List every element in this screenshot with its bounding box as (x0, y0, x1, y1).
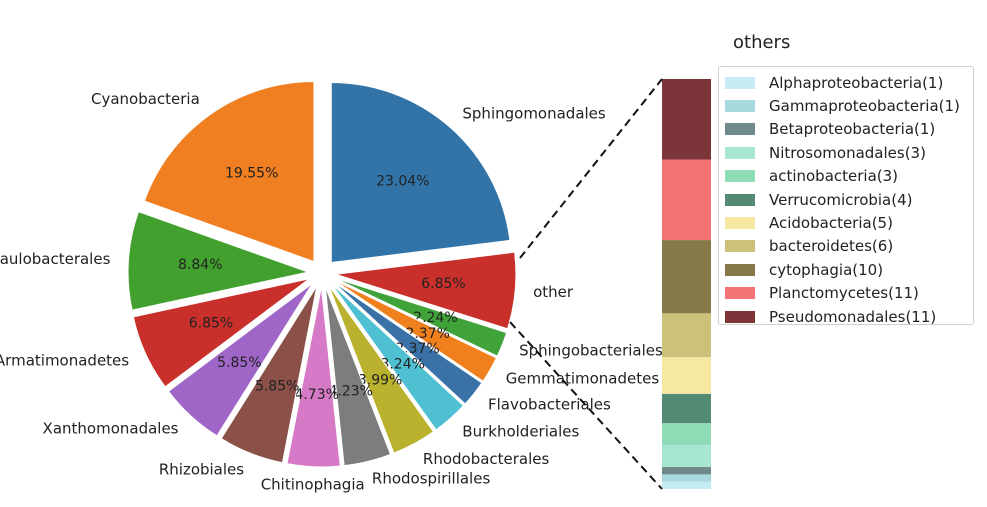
pie-slice-rhodobacterales (328, 285, 435, 454)
bar-segment-acidobacteria-5- (662, 357, 711, 394)
pie-slice-xanthomonadales (167, 282, 313, 437)
bar-segment-planctomycetes-11- (662, 159, 711, 241)
legend-swatch (725, 287, 755, 300)
bar-segment-nitrosomonadales-3- (662, 445, 711, 468)
legend-label: Betaproteobacteria(1) (769, 120, 936, 139)
legend-label: actinobacteria(3) (769, 167, 899, 186)
pie-slice-cyanobacteria (143, 81, 315, 263)
pie-pct-chitinophagia: 4.73% (294, 387, 338, 403)
legend-swatch (725, 100, 755, 113)
legend-label: cytophagia(10) (769, 260, 884, 279)
pie-pct-caulobacterales: 8.84% (178, 257, 222, 273)
legend-swatch (725, 310, 755, 323)
legend-item-actinobacteria-3-: actinobacteria(3) (725, 165, 973, 188)
pie-slice-sphingobacteriales (334, 277, 508, 357)
legend-item-bacteroidetes-6-: bacteroidetes(6) (725, 235, 973, 258)
legend-label: Pseudomonadales(11) (769, 307, 937, 326)
bar-segment-gammaproteobacteria-1- (662, 474, 711, 482)
pie-slice-rhizobiales (220, 285, 318, 464)
bar-segment-pseudomonadales-11- (662, 79, 711, 160)
bar-segment-betaproteobacteria-1- (662, 467, 711, 475)
bar-segment-verrucomicrobia-4- (662, 393, 711, 424)
pie-pct-rhizobiales: 5.85% (255, 379, 299, 395)
pie-label-cyanobacteria: Cyanobacteria (91, 90, 200, 108)
pie-label-gemmatimonadetes: Gemmatimonadetes (506, 369, 660, 387)
pie-slice-caulobacterales (127, 211, 310, 311)
pie-slice-rhodospirillales (324, 286, 392, 467)
legend-label: Alphaproteobacteria(1) (769, 73, 944, 92)
pie-pct-sphingobacteriales: 2.24% (413, 310, 457, 326)
legend-item-betaproteobacteria-1-: Betaproteobacteria(1) (725, 118, 973, 141)
pie-label-chitinophagia: Chitinophagia (261, 475, 365, 493)
legend-item-acidobacteria-5-: Acidobacteria(5) (725, 211, 973, 234)
legend-item-gammaproteobacteria-1-: Gammaproteobacteria(1) (725, 94, 973, 117)
pie-label-caulobacterales: Caulobacterales (0, 250, 111, 268)
pie-pct-other: 6.85% (421, 276, 465, 292)
pie-slice-flavobacteriales (332, 281, 483, 405)
legend-swatch (725, 170, 755, 183)
pie-label-sphingobacteriales: Sphingobacteriales (519, 342, 663, 360)
pie-slice-other (335, 251, 517, 330)
legend-item-cytophagia-10-: cytophagia(10) (725, 258, 973, 281)
pie-slice-gemmatimonadetes (333, 279, 498, 382)
pie-slice-sphingomonadales (330, 82, 511, 264)
legend-swatch (725, 217, 755, 230)
pie-slice-armatimonadetes (132, 278, 310, 388)
stacked-bar-others (662, 79, 711, 489)
connector-lines (509, 78, 663, 490)
legend-item-planctomycetes-11-: Planctomycetes(11) (725, 282, 973, 305)
legend: Alphaproteobacteria(1) Gammaproteobacteri… (718, 66, 974, 328)
legend-swatch (725, 123, 755, 136)
pie-label-rhodospirillales: Rhodospirillales (372, 470, 491, 488)
pie-label-other: other (533, 283, 574, 301)
legend-item-alphaproteobacteria-1-: Alphaproteobacteria(1) (725, 71, 973, 94)
pie-label-rhizobiales: Rhizobiales (159, 461, 244, 479)
pie-label-flavobacteriales: Flavobacteriales (488, 395, 611, 413)
legend-swatch (725, 76, 755, 89)
pie-pct-gemmatimonadetes: 2.37% (405, 326, 449, 342)
bar-segment-alphaproteobacteria-1- (662, 481, 711, 489)
pie-label-rhodobacterales: Rhodobacterales (423, 450, 550, 468)
pie-pct-rhodobacterales: 3.99% (358, 372, 402, 388)
pie-slice-chitinophagia (286, 286, 341, 468)
pie-label-xanthomonadales: Xanthomonadales (43, 420, 179, 438)
legend-item-nitrosomonadales-3-: Nitrosomonadales(3) (725, 141, 973, 164)
legend-label: Nitrosomonadales(3) (769, 143, 926, 162)
pie-pct-burkholderiales: 3.24% (380, 357, 424, 373)
bar-segment-cytophagia-10- (662, 240, 711, 314)
pie-pct-xanthomonadales: 5.85% (217, 355, 261, 371)
legend-label: bacteroidetes(6) (769, 237, 894, 256)
bar-segment-actinobacteria-3- (662, 423, 711, 446)
connector-line-bottom (509, 321, 663, 490)
legend-swatch (725, 240, 755, 253)
legend-label: Acidobacteria(5) (769, 214, 893, 233)
bar-title: others (733, 32, 791, 53)
pie-pct-armatimonadetes: 6.85% (189, 316, 233, 332)
pie-label-sphingomonadales: Sphingomonadales (462, 105, 606, 123)
pie-label-armatimonadetes: Armatimonadetes (0, 352, 129, 370)
pie-pct-rhodospirillales: 4.23% (328, 384, 372, 400)
legend-item-pseudomonadales-11-: Pseudomonadales(11) (725, 305, 973, 328)
pie-pct-sphingomonadales: 23.04% (376, 174, 429, 190)
bar-segment-bacteroidetes-6- (662, 313, 711, 358)
legend-swatch (725, 193, 755, 206)
legend-swatch (725, 263, 755, 276)
legend-label: Verrucomicrobia(4) (769, 190, 913, 209)
pie-slice-burkholderiales (330, 283, 465, 431)
pie-pct-cyanobacteria: 19.55% (225, 165, 278, 181)
pie-chart: 23.04% Sphingomonadales 6.85% other 2.24% Sph… (0, 81, 663, 493)
pie-label-burkholderiales: Burkholderiales (462, 422, 579, 440)
legend-label: Gammaproteobacteria(1) (769, 97, 960, 116)
legend-label: Planctomycetes(11) (769, 284, 919, 303)
legend-item-verrucomicrobia-4-: Verrucomicrobia(4) (725, 188, 973, 211)
legend-swatch (725, 146, 755, 159)
